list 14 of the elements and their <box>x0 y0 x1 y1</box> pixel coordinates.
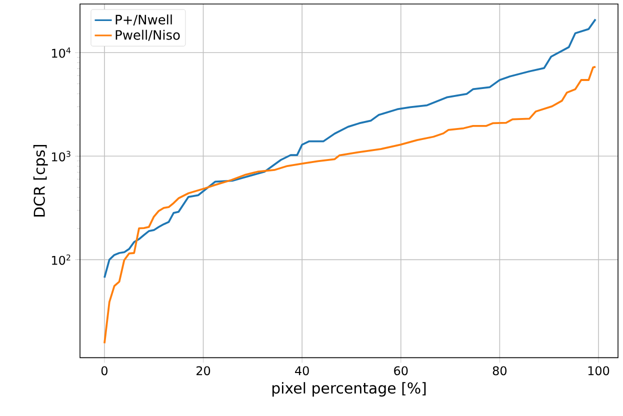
legend-label: P+/Nwell <box>116 14 172 26</box>
x-axis-title: pixel percentage [%] <box>272 382 426 397</box>
y-tick-label: 10$^{4}$ <box>52 47 71 58</box>
x-tick-label: 40 <box>295 366 309 376</box>
x-tick-label: 20 <box>196 366 210 376</box>
x-tick-label: 80 <box>492 366 506 376</box>
x-tick-label: 0 <box>101 366 108 376</box>
y-axis-title: DCR [cps] <box>33 145 48 216</box>
x-tick-label: 100 <box>588 366 610 376</box>
line-series <box>104 66 596 344</box>
y-tick-label: 10$^{3}$ <box>52 150 70 162</box>
legend-label: Pwell/Niso <box>116 30 180 41</box>
x-tick-label: 60 <box>394 366 408 376</box>
y-tick-label: 10$^{2}$ <box>52 254 70 265</box>
